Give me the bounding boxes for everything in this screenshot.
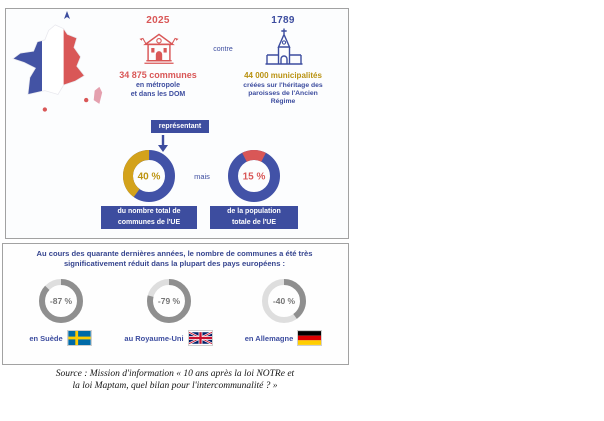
donut-segment-gray (146, 279, 191, 323)
municipalites-sub-line2: paroisses de l'Ancien (248, 90, 318, 97)
country-col-sweden: -87 % en Suède (3, 278, 118, 362)
panel-european-reduction: Au cours des quarante dernières années, … (2, 243, 349, 365)
caption-line: du nombre total de (117, 208, 181, 215)
reduction-intro-line2: significativement réduit dans la plupart… (63, 259, 286, 268)
panel-communes-comparison: 2025 34 875 communes en métropole et dan… (5, 8, 349, 239)
communes-count: 34 875 communes (119, 70, 197, 80)
france-outline (12, 24, 85, 95)
source-line1: Source : Mission d'information « 10 ans … (55, 369, 295, 379)
germany-value: -40 % (272, 296, 295, 306)
uk-label-row: au Royaume-Uni (111, 330, 226, 346)
donut-communes-value: 40 % (138, 172, 161, 183)
donut-segment-gold (123, 150, 175, 202)
municipalites-count: 44 000 municipalités (244, 71, 322, 80)
donut-segment-gray (261, 279, 306, 323)
germany-label-row: en Allemagne (226, 330, 341, 346)
town-hall-icon (139, 33, 179, 64)
caption-line: communes de l'UE (117, 218, 181, 226)
corsica-shape (93, 86, 103, 104)
donut-chart-sweden: -87 % (38, 279, 83, 323)
donut-segment-gray (38, 279, 83, 323)
uk-value: -79 % (157, 296, 180, 306)
uk-label: au Royaume-Uni (124, 333, 184, 343)
mais-label: mais (194, 172, 210, 181)
donut-chart-germany: -40 % (261, 279, 306, 323)
france-map (12, 24, 103, 112)
communes-sub-line2: et dans les DOM (130, 90, 186, 98)
dom-marker-dot (42, 107, 48, 112)
source-line2: la loi Maptam, quel bilan pour l'interco… (72, 381, 278, 391)
france-flag-fill (12, 24, 85, 95)
reduction-intro-line1: Au cours des quarante dernières années, … (36, 249, 313, 258)
donut-communes-caption: du nombre total de communes de l'UE (101, 206, 197, 229)
dom-marker-dot (84, 97, 89, 103)
sweden-label: en Suède (29, 333, 63, 343)
donut-chart-uk: -79 % (146, 279, 191, 323)
representant-badge: représentant (151, 120, 209, 133)
country-col-uk: -79 % au Royaume-Uni (111, 278, 226, 362)
donut-chart-communes-share: 40 % (123, 150, 175, 202)
year-2025: 2025 (146, 15, 170, 26)
donut-population-caption: de la population totale de l'UE (210, 206, 298, 229)
caption-line: de la population (227, 208, 281, 215)
year-1789: 1789 (271, 15, 295, 26)
uk-flag-icon (187, 330, 213, 346)
source-note: Source : Mission d'information « 10 ans … (5, 368, 345, 392)
north-arrow-icon (64, 11, 70, 19)
communes-sub-line1: en métropole (136, 82, 180, 89)
country-col-germany: -40 % en Allemagne (226, 278, 341, 362)
germany-flag-icon (297, 330, 323, 346)
church-icon (265, 28, 303, 65)
arrow-down-icon (158, 135, 168, 152)
sweden-value: -87 % (49, 296, 72, 306)
sweden-flag-icon (66, 330, 92, 346)
donut-segment-red (228, 150, 280, 202)
germany-label: en Allemagne (244, 333, 294, 343)
sweden-label-row: en Suède (3, 330, 118, 346)
donut-population-value: 15 % (243, 172, 266, 183)
caption-line: totale de l'UE (231, 218, 277, 226)
municipalites-sub-line3: Régime (270, 98, 296, 105)
donut-chart-population-share: 15 % (228, 150, 280, 202)
municipalites-sub-line1: créées sur l'héritage des (243, 82, 323, 89)
versus-label: contre (213, 46, 233, 53)
